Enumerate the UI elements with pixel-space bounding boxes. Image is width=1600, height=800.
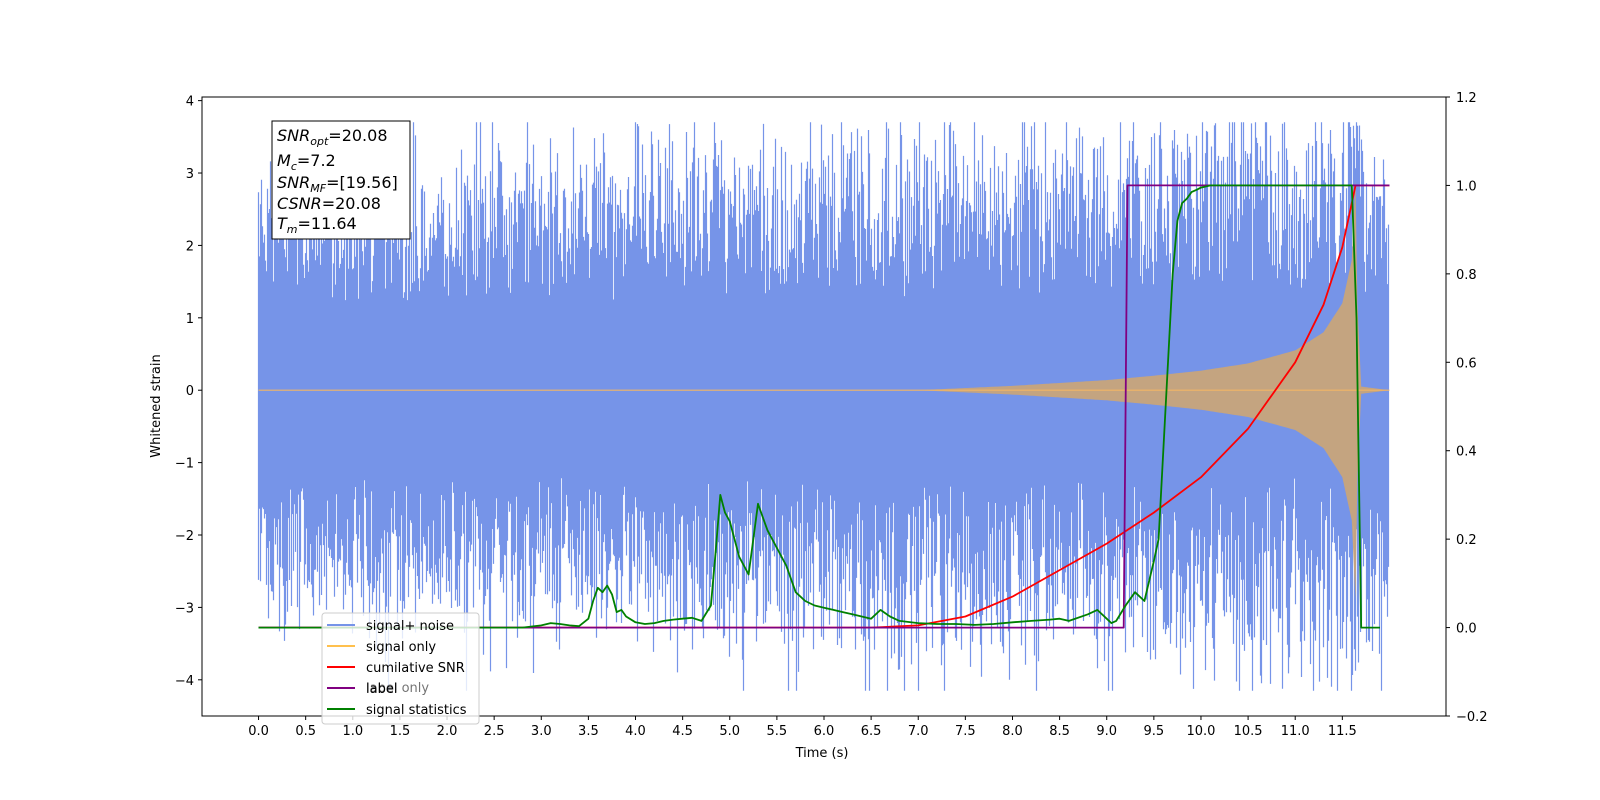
legend-label: signal only [366, 640, 436, 655]
x-tick-label: 9.5 [1144, 724, 1165, 739]
x-tick-label: 7.0 [908, 724, 929, 739]
x-tick-label: 0.0 [248, 724, 269, 739]
legend-hidden-text: label only [366, 681, 429, 696]
y-axis-label: Whitened strain [149, 354, 164, 457]
y-tick-label: 0 [186, 384, 194, 399]
annotation-mc: Mc=7.2 [277, 151, 336, 173]
y-tick-label: 2 [186, 239, 194, 254]
y-right-tick-label: 1.0 [1456, 179, 1477, 194]
y-right-tick-label: 0.8 [1456, 268, 1477, 283]
series-cumilative-snr [258, 184, 1390, 629]
line-signal-statistics [258, 184, 1380, 629]
x-tick-label: 0.5 [295, 724, 316, 739]
x-axis-label: Time (s) [795, 746, 849, 761]
legend-label: signal+ noise [366, 619, 454, 634]
y-tick-label: −1 [175, 457, 194, 472]
x-tick-label: 11.5 [1328, 724, 1357, 739]
y-right-tick-label: 0.4 [1456, 445, 1477, 460]
x-tick-label: 1.0 [342, 724, 363, 739]
y-tick-label: 1 [186, 312, 194, 327]
plot-area [257, 122, 1390, 691]
y-right-tick-label: 1.2 [1456, 91, 1477, 106]
y-tick-label: 4 [186, 95, 194, 110]
annotation-box: SNRopt=20.08 Mc=7.2 SNRMF=[19.56] CSNR=2… [271, 120, 411, 240]
y-tick-label: −3 [175, 601, 194, 616]
y-right-tick-label: 0.0 [1456, 622, 1477, 637]
annotation-csnr: CSNR=20.08 [277, 194, 381, 213]
y-tick-label: −2 [175, 529, 194, 544]
series-signal-statistics [258, 184, 1380, 629]
x-tick-label: 11.0 [1281, 724, 1310, 739]
series-signal-only [258, 180, 1390, 601]
legend-label: signal statistics [366, 703, 467, 718]
line-cumilative-snr [258, 184, 1390, 629]
y-right-tick-label: 0.2 [1456, 533, 1477, 548]
x-tick-label: 9.0 [1096, 724, 1117, 739]
legend-label: label [366, 682, 397, 697]
x-tick-label: 6.0 [814, 724, 835, 739]
x-tick-label: 4.5 [672, 724, 693, 739]
y-tick-label: 3 [186, 167, 194, 182]
annotation-snr-mf: SNRMF=[19.56] [277, 173, 398, 195]
x-tick-label: 3.0 [531, 724, 552, 739]
x-tick-label: 5.0 [719, 724, 740, 739]
annotation-snr-opt: SNRopt=20.08 [277, 126, 388, 148]
x-tick-label: 8.0 [1002, 724, 1023, 739]
y-right-tick-label: 0.6 [1456, 356, 1477, 371]
x-tick-label: 10.0 [1186, 724, 1215, 739]
y-right-tick-label: −0.2 [1456, 710, 1488, 725]
x-tick-label: 5.5 [767, 724, 788, 739]
annotation-tm: Tm=11.64 [277, 214, 357, 236]
x-tick-label: 8.5 [1049, 724, 1070, 739]
x-tick-label: 2.5 [484, 724, 505, 739]
x-tick-label: 1.5 [390, 724, 411, 739]
y-axis-right: 1.2 1.0 0.8 0.6 0.4 0.2 0.0 −0.2 [1446, 91, 1488, 725]
x-tick-label: 7.5 [955, 724, 976, 739]
x-tick-label: 3.5 [578, 724, 599, 739]
legend: label only signal+ noise signal only cumil… [321, 612, 480, 725]
y-axis-left: 4 3 2 1 0 −1 −2 −3 −4 [175, 95, 202, 689]
x-tick-label: 6.5 [861, 724, 882, 739]
y-tick-label: −4 [175, 674, 194, 689]
x-axis: 0.0 0.5 1.0 1.5 2.0 2.5 3.0 3.5 4.0 4.5 5.0 5.5 6.0 6… [248, 716, 1357, 739]
legend-label: cumilative SNR [366, 661, 465, 676]
x-tick-label: 10.5 [1234, 724, 1263, 739]
x-tick-label: 4.0 [625, 724, 646, 739]
x-tick-label: 2.0 [437, 724, 458, 739]
